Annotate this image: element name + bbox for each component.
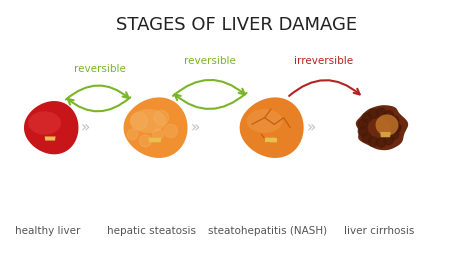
Circle shape [358, 126, 368, 136]
Polygon shape [380, 132, 391, 137]
Polygon shape [45, 136, 55, 140]
Text: reversible: reversible [73, 64, 126, 74]
Circle shape [362, 113, 372, 123]
Circle shape [391, 123, 401, 132]
Circle shape [376, 108, 386, 118]
Polygon shape [148, 138, 161, 142]
Circle shape [368, 109, 378, 119]
Circle shape [164, 124, 178, 138]
Text: STAGES OF LIVER DAMAGE: STAGES OF LIVER DAMAGE [117, 16, 357, 34]
Circle shape [130, 112, 147, 130]
Circle shape [139, 135, 151, 147]
Circle shape [127, 129, 138, 140]
Circle shape [384, 111, 393, 120]
Text: »: » [81, 120, 90, 135]
Polygon shape [124, 97, 188, 158]
Polygon shape [28, 111, 61, 135]
Text: irreversible: irreversible [294, 56, 353, 66]
Text: »: » [191, 120, 200, 135]
Polygon shape [264, 138, 277, 142]
Circle shape [384, 135, 393, 145]
Text: hepatic steatosis: hepatic steatosis [107, 226, 196, 236]
Circle shape [376, 138, 386, 147]
Circle shape [389, 116, 399, 126]
Text: liver cirrhosis: liver cirrhosis [344, 226, 414, 236]
Circle shape [154, 110, 169, 125]
Text: reversible: reversible [184, 56, 236, 66]
Text: healthy liver: healthy liver [15, 226, 80, 236]
Polygon shape [356, 105, 408, 150]
Text: »: » [307, 120, 316, 135]
Circle shape [362, 133, 372, 142]
Circle shape [389, 130, 399, 139]
Circle shape [391, 123, 401, 132]
Circle shape [358, 119, 368, 129]
Text: steatohepatitis (NASH): steatohepatitis (NASH) [208, 226, 328, 236]
Polygon shape [130, 109, 166, 133]
Polygon shape [246, 109, 283, 133]
Circle shape [153, 129, 164, 140]
Polygon shape [375, 114, 399, 136]
Polygon shape [24, 101, 79, 154]
Polygon shape [240, 97, 304, 158]
Circle shape [368, 137, 378, 146]
